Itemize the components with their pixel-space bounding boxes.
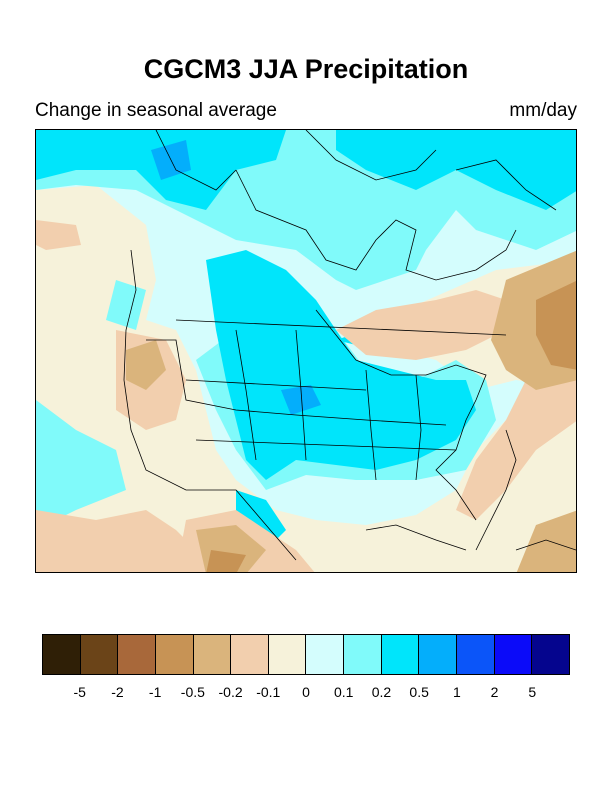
colorbar-tick-label: 0.5 <box>409 684 429 700</box>
colorbar-tick-label: -0.5 <box>180 684 205 700</box>
brown-regions <box>206 280 576 572</box>
colorbar-tick-label: 0 <box>302 684 310 700</box>
colorbar-tick-label: -1 <box>148 684 162 700</box>
colorbar-swatch <box>532 635 569 674</box>
colorbar-swatch <box>306 635 345 674</box>
colorbar-swatch <box>80 635 119 674</box>
colorbar-swatch <box>344 635 382 674</box>
colorbar-swatch <box>231 635 269 674</box>
colorbar-tick-label: 0.2 <box>371 684 392 700</box>
colorbar-swatch <box>118 635 156 674</box>
units-label: mm/day <box>509 100 577 121</box>
precipitation-map <box>35 129 577 573</box>
map-title: CGCM3 JJA Precipitation <box>143 54 469 84</box>
colorbar-swatch <box>268 635 307 674</box>
colorbar-swatch <box>381 635 420 674</box>
colorbar-swatch <box>155 635 194 674</box>
colorbar-tick-label: -2 <box>111 684 124 700</box>
colorbar-tick-label: 0.1 <box>333 684 354 700</box>
colorbar-swatch <box>494 635 533 674</box>
colorbar-ticks: -5 -2 -1 -0.5 -0.2 -0.1 0 0.1 0.2 0.5 1 2 5 <box>42 684 570 704</box>
colorbar-swatch <box>419 635 458 674</box>
colorbar-tick-label: 2 <box>490 684 499 700</box>
colorbar-tick-label: 5 <box>528 684 537 700</box>
colorbar-tick-label: -5 <box>73 684 86 700</box>
political-boundaries <box>123 130 576 561</box>
colorbar-swatch <box>457 635 495 674</box>
colorbar-tick-label: -0.2 <box>218 684 243 700</box>
colorbar <box>42 634 570 675</box>
colorbar-tick-label: 1 <box>452 684 461 700</box>
colorbar-swatch <box>43 635 81 674</box>
colorbar-tick-label: -0.1 <box>256 684 281 700</box>
map-subtitle: Change in seasonal average <box>35 100 277 121</box>
colorbar-swatch <box>193 635 232 674</box>
